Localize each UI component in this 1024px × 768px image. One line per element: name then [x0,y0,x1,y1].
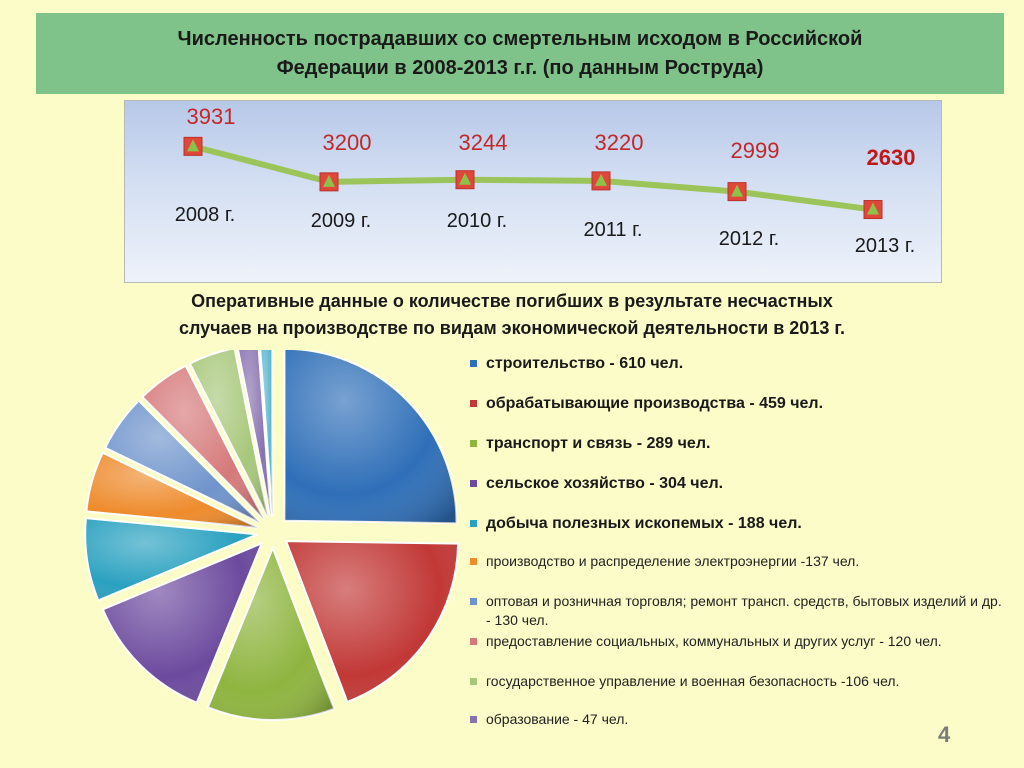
legend-label: оптовая и розничная торговля; ремонт тра… [486,593,1002,628]
legend-swatch [470,480,477,487]
pie-slice [101,541,264,704]
legend-label: производство и распределение электроэнер… [486,553,860,569]
data-point [455,170,475,190]
title-bar: Численность пострадавших со смертельным … [36,13,1004,94]
pie-slice [206,545,336,721]
legend-swatch [470,716,477,723]
legend-swatch [470,440,477,447]
legend-label: строительство - 610 чел. [486,355,684,372]
pie-slice [237,350,272,517]
legend-label: предоставление социальных, коммунальных … [486,633,942,649]
pie-subtitle-line-1: Оперативные данные о количестве погибших… [191,291,833,311]
legend-swatch [470,520,477,527]
x-tick-label: 2012 г. [719,228,779,250]
pie-slice [188,350,269,518]
legend-swatch [470,678,477,685]
x-tick-label: 2009 г. [311,210,371,232]
data-point [727,182,747,202]
legend-label: добыча полезных ископемых - 188 чел. [486,515,802,532]
value-label: 3220 [595,130,644,155]
chart-title-line-1: Численность пострадавших со смертельным … [177,27,863,50]
value-label: 3931 [187,104,236,129]
legend-swatch [470,598,477,605]
value-label: 2630 [867,145,916,170]
page-number: 4 [938,722,951,747]
value-label: 3244 [459,130,508,155]
line-chart: 3931 2008 г. 3200 2009 г. 3244 2010 г. 3220 201… [175,104,916,257]
data-point [863,200,883,220]
value-label: 3200 [323,130,372,155]
legend-swatch [470,638,477,645]
data-point [591,171,611,191]
pie-slice [103,399,261,524]
x-tick-label: 2011 г. [584,219,643,241]
pie-chart [84,350,460,721]
legend-swatch [470,400,477,407]
legend-label: сельское хозяйство - 304 чел. [486,475,724,492]
data-point [319,172,339,192]
x-tick-label: 2013 г. [855,235,915,257]
line-chart-panel: 3931 2008 г. 3200 2009 г. 3244 2010 г. 3220 201… [124,100,942,283]
legend-swatch [470,360,477,367]
legend-label: государственное управление и военная без… [486,673,900,689]
chart-title-line-2: Федерации в 2008-2013 г.г. (по данным Ро… [276,56,764,79]
x-tick-label: 2008 г. [175,204,235,226]
value-label: 2999 [731,138,780,163]
pie-slice [284,540,460,704]
legend-label: транспорт и связь - 289 чел. [486,435,711,452]
data-point [183,136,203,156]
x-tick-label: 2010 г. [447,210,507,232]
legend-label: образование - 47 чел. [486,711,629,727]
pie-slice [84,517,258,602]
pie-subtitle-line-2: случаев на производстве по видам экономи… [178,318,846,338]
pie-slice [259,350,274,517]
pie-slice [140,364,265,520]
pie-slice [85,451,259,529]
series-line [192,143,874,213]
pie-slice [283,350,458,525]
legend-swatch [470,558,477,565]
legend-label: обрабатывающие производства - 459 чел. [486,395,824,412]
